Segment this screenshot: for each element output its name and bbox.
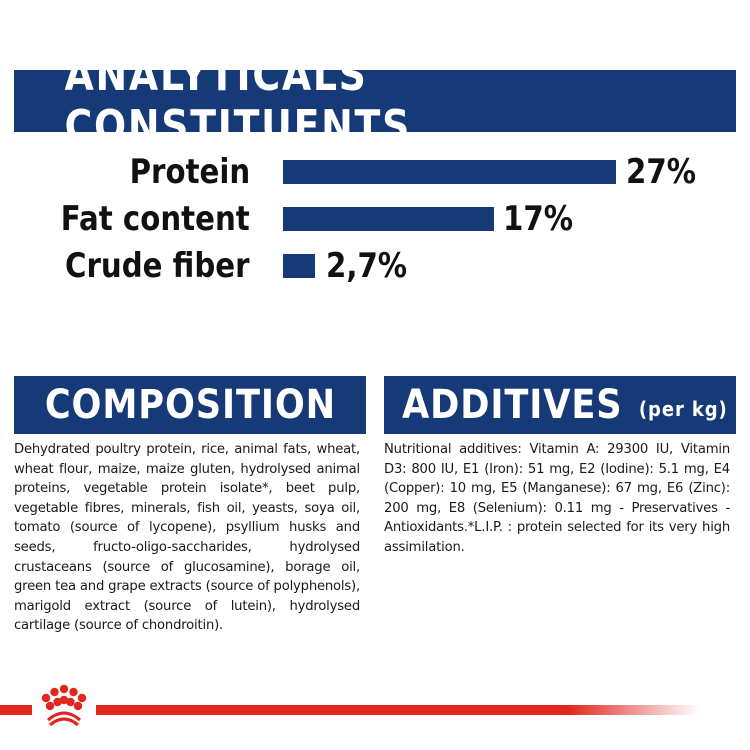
crown-icon [41,684,87,727]
constituent-bar [283,160,616,184]
additives-title: ADDITIVES [402,382,623,428]
analytical-constituents-header: ANALYTICALS CONSTITUENTS [14,50,736,152]
footer-red-line-right [96,705,700,715]
constituent-label: Protein [129,152,250,192]
analytical-title: ANALYTICALS CONSTITUENTS [64,50,412,152]
constituent-bar [283,254,315,278]
constituent-label: Crude fiber [65,246,250,286]
additives-header: ADDITIVES (per kg) [384,376,736,434]
constituent-value: 27% [626,152,696,192]
constituent-row-fat: Fat content 17% [0,199,750,239]
footer-red-line-left [0,705,32,715]
constituent-value: 2,7% [326,246,408,286]
composition-text: Dehydrated poultry protein, rice, animal… [14,442,360,634]
constituent-bar [283,207,494,231]
additives-text: Nutritional additives: Vitamin A: 29300 … [384,442,730,555]
additives-subtitle: (per kg) [638,397,728,421]
constituent-label: Fat content [61,199,250,239]
constituent-row-fiber: Crude fiber 2,7% [0,246,750,286]
composition-title: COMPOSITION [44,382,336,428]
constituent-row-protein: Protein 27% [0,152,750,192]
constituent-value: 17% [503,199,573,239]
composition-header: COMPOSITION [14,376,366,434]
